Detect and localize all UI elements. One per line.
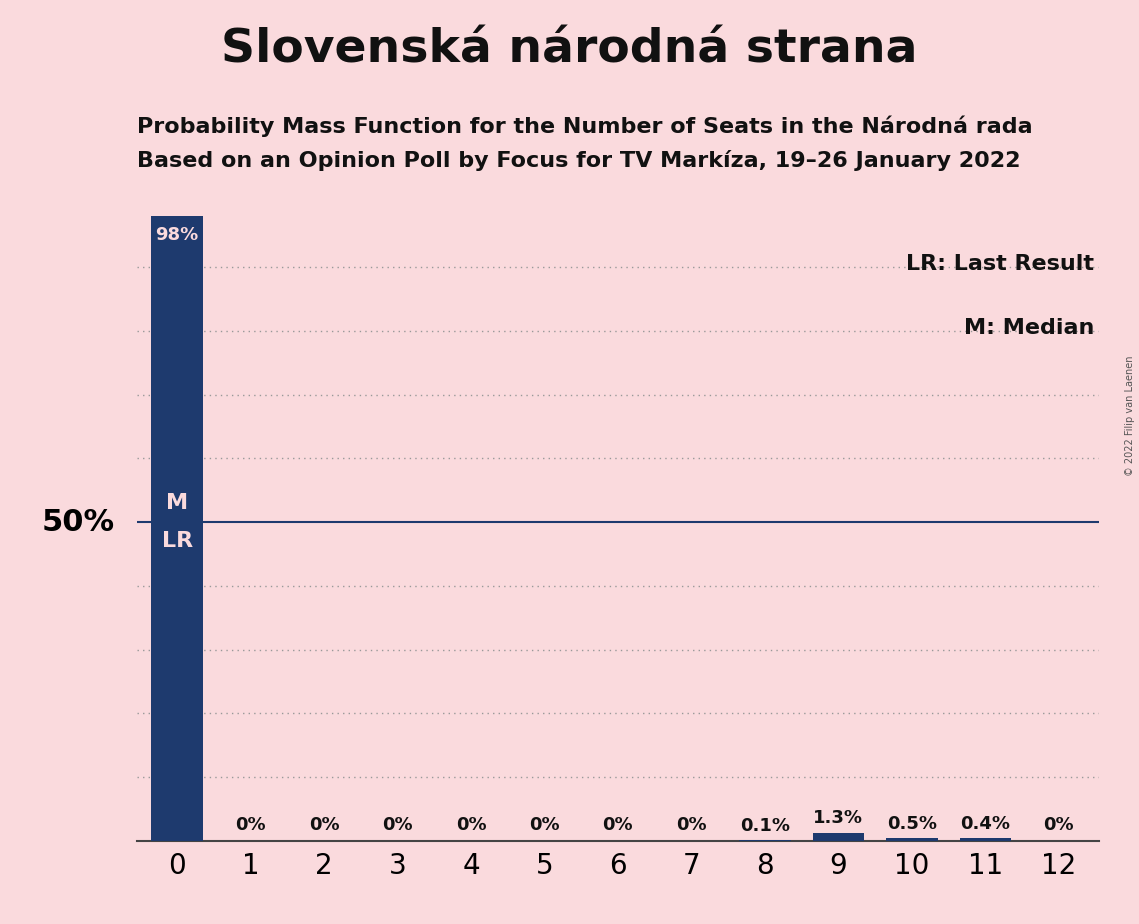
Text: © 2022 Filip van Laenen: © 2022 Filip van Laenen — [1125, 356, 1134, 476]
Text: Based on an Opinion Poll by Focus for TV Markíza, 19–26 January 2022: Based on an Opinion Poll by Focus for TV… — [137, 150, 1021, 171]
Text: 0%: 0% — [456, 817, 486, 834]
Bar — [886, 838, 937, 841]
Text: Probability Mass Function for the Number of Seats in the Národná rada: Probability Mass Function for the Number… — [137, 116, 1032, 137]
Bar — [151, 216, 203, 841]
Text: 0%: 0% — [309, 817, 339, 834]
Text: 0%: 0% — [236, 817, 265, 834]
Bar — [812, 833, 865, 841]
Text: 0%: 0% — [677, 817, 706, 834]
Text: 1.3%: 1.3% — [813, 809, 863, 828]
Text: 0%: 0% — [383, 817, 412, 834]
Text: M: M — [166, 492, 188, 513]
Text: 0.1%: 0.1% — [740, 817, 789, 835]
Text: 0.5%: 0.5% — [887, 815, 936, 833]
Text: 50%: 50% — [41, 507, 114, 537]
Text: LR: LR — [162, 531, 192, 552]
Text: 0.4%: 0.4% — [960, 815, 1010, 833]
Text: M: Median: M: Median — [964, 318, 1095, 338]
Text: 0%: 0% — [603, 817, 633, 834]
Text: LR: Last Result: LR: Last Result — [907, 254, 1095, 274]
Bar — [959, 838, 1011, 841]
Text: 98%: 98% — [155, 225, 198, 244]
Text: Slovenská národná strana: Slovenská národná strana — [221, 28, 918, 73]
Text: 0%: 0% — [530, 817, 559, 834]
Text: 0%: 0% — [1043, 817, 1074, 834]
